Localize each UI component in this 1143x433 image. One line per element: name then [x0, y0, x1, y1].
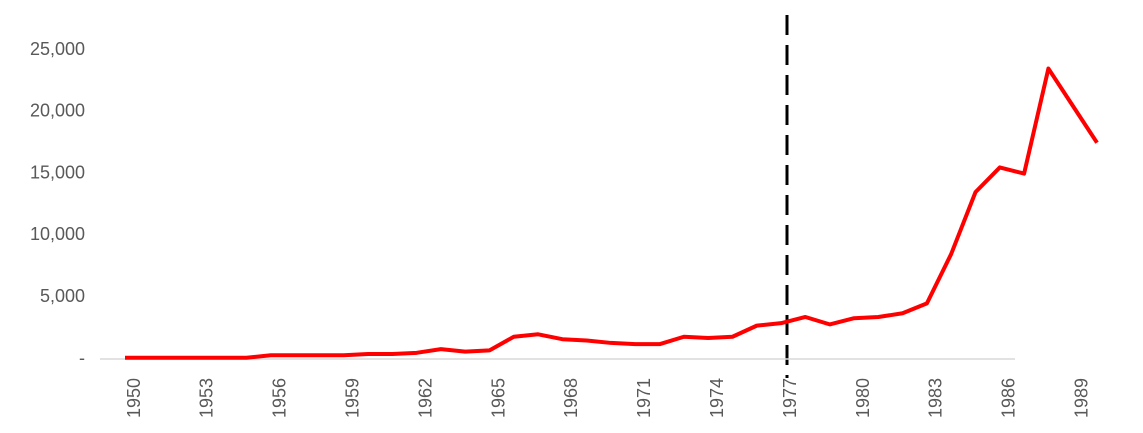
x-tick-label: 1962 [415, 378, 435, 418]
x-tick-label: 1956 [270, 378, 290, 418]
x-tick-label: 1986 [999, 378, 1019, 418]
x-tick-label: 1974 [707, 378, 727, 418]
x-tick-label: 1980 [853, 378, 873, 418]
x-tick-label: 1950 [124, 378, 144, 418]
x-tick-label: 1965 [488, 378, 508, 418]
x-tick-label: 1989 [1071, 378, 1091, 418]
x-tick-label: 1968 [561, 378, 581, 418]
x-tick-label: 1977 [780, 378, 800, 418]
y-tick-label: 15,000 [30, 162, 85, 182]
x-tick-label: 1983 [926, 378, 946, 418]
line-series [125, 66, 1099, 360]
x-tick-label: 1953 [197, 378, 217, 418]
y-tick-label: 25,000 [30, 39, 85, 59]
y-tick-label: 10,000 [30, 224, 85, 244]
x-tick-label: 1971 [634, 378, 654, 418]
y-tick-label: 20,000 [30, 101, 85, 121]
x-tick-label: 1959 [342, 378, 362, 418]
y-tick-label: - [79, 348, 85, 368]
y-tick-label: 5,000 [40, 286, 85, 306]
